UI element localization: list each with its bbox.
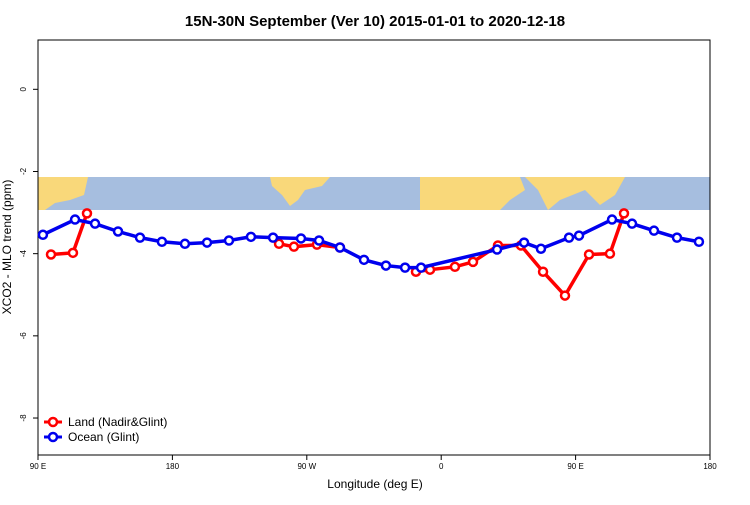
point xyxy=(179,238,191,250)
point xyxy=(604,248,616,259)
y-tick-label: -8 xyxy=(19,414,28,422)
x-tick-label: 90 E xyxy=(567,462,583,471)
point xyxy=(535,243,547,254)
point xyxy=(537,266,549,277)
series-line xyxy=(50,212,626,299)
series-line xyxy=(42,217,700,270)
point xyxy=(626,218,638,229)
point xyxy=(559,290,571,301)
x-tick-label: 180 xyxy=(703,462,717,471)
point xyxy=(69,214,81,225)
point xyxy=(89,218,101,229)
point xyxy=(245,231,257,243)
point xyxy=(201,237,213,248)
point xyxy=(295,233,307,244)
x-tick-label: 90 W xyxy=(297,462,316,471)
map-band xyxy=(38,177,710,210)
point xyxy=(671,232,683,243)
x-tick-label: 90 E xyxy=(30,462,46,471)
point xyxy=(358,254,370,266)
legend-marker xyxy=(47,431,59,443)
legend-label: Land (Nadir&Glint) xyxy=(68,415,167,429)
point xyxy=(334,242,346,253)
point xyxy=(273,238,285,250)
x-tick-label: 0 xyxy=(439,462,444,471)
legend-marker xyxy=(47,416,59,428)
y-axis-label: XCO2 - MLO trend (ppm) xyxy=(0,180,14,315)
plot-frame xyxy=(37,39,711,456)
point xyxy=(288,241,300,252)
point xyxy=(399,262,411,273)
point xyxy=(467,256,479,268)
point xyxy=(583,249,595,260)
y-tick-label: -6 xyxy=(19,332,28,340)
point xyxy=(156,236,168,247)
point xyxy=(491,244,503,255)
point xyxy=(618,208,630,219)
x-tick-label: 180 xyxy=(166,462,180,471)
legend-label: Ocean (Glint) xyxy=(68,430,139,444)
y-tick-label: 0 xyxy=(19,87,28,92)
point xyxy=(112,226,124,237)
point xyxy=(37,229,49,241)
point xyxy=(267,232,279,243)
y-tick-label: -2 xyxy=(19,167,28,175)
point xyxy=(67,247,79,259)
point xyxy=(518,237,530,248)
point xyxy=(415,262,427,273)
point xyxy=(693,236,705,247)
point xyxy=(313,235,325,246)
point xyxy=(134,232,146,243)
y-tick-label: -4 xyxy=(19,250,28,258)
point xyxy=(449,261,461,273)
point xyxy=(606,214,618,225)
point xyxy=(45,249,57,260)
point xyxy=(648,225,660,236)
point xyxy=(81,208,93,219)
point xyxy=(573,230,585,241)
x-axis-label: Longitude (deg E) xyxy=(327,477,422,491)
point xyxy=(563,232,575,243)
point xyxy=(223,235,235,246)
chart-title: 15N-30N September (Ver 10) 2015-01-01 to… xyxy=(185,13,565,30)
point xyxy=(380,260,392,271)
